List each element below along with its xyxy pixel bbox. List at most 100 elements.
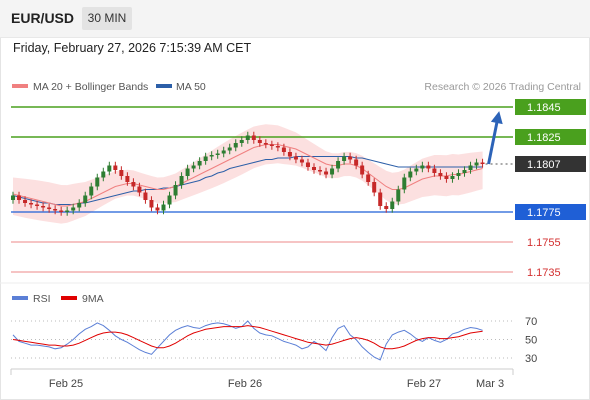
candle-body: [239, 140, 244, 143]
candle-body: [23, 200, 28, 203]
rsi-level-label: 30: [525, 353, 537, 365]
candle-body: [119, 170, 124, 176]
candle-body: [360, 165, 365, 175]
candle-body: [251, 135, 256, 140]
rsi-plot: 70 50 30: [11, 316, 537, 365]
ma-bb-legend-label: MA 20 + Bollinger Bands: [33, 81, 148, 93]
candle-body: [191, 165, 196, 169]
candle-body: [263, 143, 268, 145]
candle-body: [155, 207, 160, 211]
candle-body: [293, 156, 298, 160]
level-label: 1.1755: [527, 237, 561, 249]
candle-body: [113, 165, 118, 170]
candle-body: [197, 161, 202, 166]
candle-body: [95, 177, 100, 187]
current-price-badge: [515, 156, 586, 172]
candle-body: [71, 207, 76, 211]
candle-body: [245, 135, 250, 140]
ma9-legend-swatch: [61, 296, 77, 300]
candle-body: [480, 162, 485, 164]
level-label: 1.1775: [527, 207, 561, 219]
candle-body: [366, 174, 371, 182]
rsi-line: [12, 320, 483, 361]
level-label: 1.1825: [527, 132, 561, 144]
candle-body: [107, 165, 112, 172]
candle-body: [462, 170, 467, 173]
candle-body: [227, 147, 232, 151]
candle-body: [233, 143, 238, 148]
candle-body: [390, 201, 395, 209]
candle-body: [324, 171, 329, 175]
level-label: 1.1845: [527, 102, 561, 114]
candle-body: [65, 210, 70, 212]
ma-bb-legend-swatch: [12, 84, 28, 88]
candle-body: [456, 173, 461, 176]
candle-body: [474, 162, 479, 166]
forecast-arrow-head: [490, 111, 503, 125]
candle-body: [125, 176, 130, 182]
rsi-legend-swatch: [12, 296, 28, 300]
candle-body: [47, 207, 52, 209]
candle-body: [299, 159, 304, 163]
candle-body: [101, 171, 106, 178]
x-tick-label: Mar 3: [476, 378, 504, 390]
candle-body: [179, 176, 184, 185]
candle-body: [281, 147, 286, 152]
candle-body: [438, 173, 443, 176]
candle-body: [167, 195, 172, 205]
candle-body: [305, 162, 310, 167]
chart-datetime: Friday, February 27, 2026 7:15:39 AM CET: [13, 41, 252, 55]
candle-body: [414, 168, 419, 172]
timeframe-button[interactable]: 30 MIN: [82, 7, 132, 30]
candle-body: [53, 209, 58, 211]
candle-body: [318, 170, 323, 172]
bollinger-band: [13, 124, 483, 224]
candle-body: [29, 203, 34, 205]
candle-body: [11, 195, 15, 200]
candle-body: [35, 204, 40, 206]
candle-body: [131, 182, 136, 187]
candle-body: [17, 195, 22, 200]
level-badge: [515, 129, 586, 145]
symbol-title: EUR/USD: [11, 10, 75, 26]
candle-body: [408, 171, 413, 178]
candle-body: [402, 177, 407, 190]
level-badge: [515, 99, 586, 115]
candle-body: [77, 203, 82, 208]
candle-body: [342, 156, 347, 161]
candle-body: [161, 204, 166, 211]
candle-body: [269, 144, 274, 146]
candle-body: [257, 140, 262, 143]
rsi-level-label: 50: [525, 335, 537, 347]
candle-body: [354, 159, 359, 166]
x-tick-label: Feb 26: [228, 378, 262, 390]
level-label: 1.1735: [527, 267, 561, 279]
candle-body: [348, 156, 353, 160]
rsi-level-label: 70: [525, 316, 537, 328]
ma50-legend-swatch: [156, 84, 172, 88]
x-tick-label: Feb 27: [407, 378, 441, 390]
candle-body: [215, 153, 220, 155]
candle-body: [275, 146, 280, 148]
candle-body: [137, 186, 142, 193]
candle-body: [203, 156, 208, 161]
candle-body: [41, 206, 46, 208]
candle-body: [426, 165, 431, 169]
candle-body: [336, 161, 341, 169]
candle-body: [83, 195, 88, 203]
ma50-line: [12, 156, 483, 205]
candle-body: [330, 168, 335, 175]
candle-body: [378, 192, 383, 206]
candle-body: [420, 165, 425, 169]
candle-body: [312, 167, 316, 170]
copyright-text: Research © 2026 Trading Central: [424, 81, 581, 93]
rsi-legend-label: RSI: [33, 293, 51, 305]
candle-body: [396, 189, 401, 202]
candle-body: [372, 182, 377, 193]
candle-body: [432, 168, 437, 173]
candle-body: [468, 165, 473, 170]
candle-body: [450, 176, 455, 179]
candle-body: [209, 155, 214, 157]
candle-body: [221, 150, 226, 154]
